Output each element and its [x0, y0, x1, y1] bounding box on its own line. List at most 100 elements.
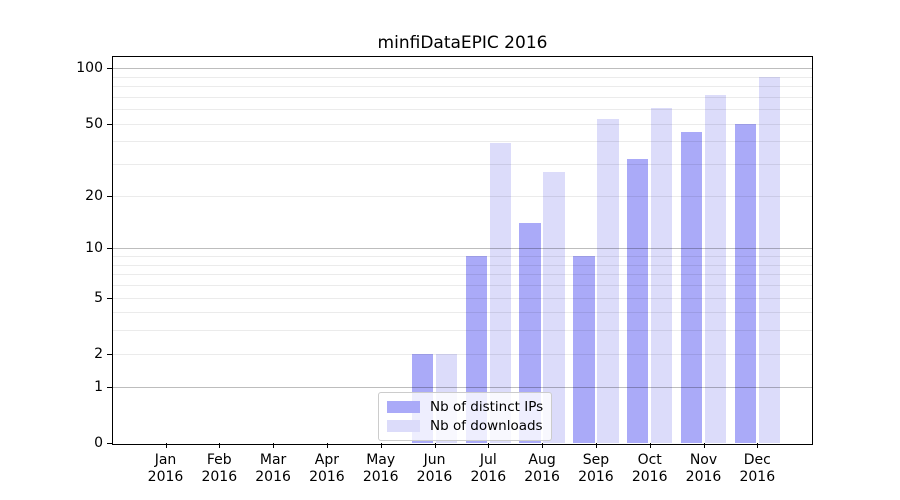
x-tick-year: 2016 [631, 469, 668, 485]
x-tick-label: Sep 2016 [564, 452, 628, 486]
x-tick-month: Nov [689, 452, 718, 468]
y-tick-mark [107, 248, 112, 250]
x-tick-label: May 2016 [349, 452, 413, 486]
y-tick-mark [107, 297, 112, 299]
x-tick-mark [488, 443, 490, 448]
x-tick-mark [703, 443, 705, 448]
y-tick-label: 50 [85, 115, 103, 132]
legend-item: Nb of downloads [387, 418, 543, 434]
bar-downloads [489, 143, 512, 443]
legend-item-label: Nb of distinct IPs [430, 399, 544, 415]
x-tick-mark [219, 443, 221, 448]
x-tick-mark [542, 443, 544, 448]
x-tick-month: Dec [743, 452, 771, 468]
x-tick-label: Jun 2016 [403, 452, 467, 486]
bar-downloads [597, 119, 619, 443]
x-tick-year: 2016 [524, 469, 560, 485]
bar-distinct-ips [680, 132, 703, 443]
minor-gridline [113, 297, 812, 299]
legend-swatch [387, 420, 420, 432]
y-tick-label: 100 [76, 60, 103, 77]
x-tick-month: Apr [314, 452, 339, 468]
minor-gridline [113, 96, 812, 98]
x-tick-year: 2016 [470, 469, 507, 485]
decade-gridline [113, 68, 812, 70]
x-tick-year: 2016 [309, 469, 345, 485]
x-tick-mark [595, 443, 597, 448]
chart-title: minfiDataEPIC 2016 [377, 33, 548, 53]
bar-distinct-ips [573, 256, 595, 443]
x-tick-year: 2016 [201, 469, 238, 485]
y-tick-label: 20 [85, 187, 103, 204]
plot-area [112, 56, 813, 445]
x-tick-month: Mar [259, 452, 287, 468]
x-tick-mark [649, 443, 651, 448]
legend-swatch [387, 401, 420, 413]
x-tick-label: Dec 2016 [725, 452, 789, 486]
bar-downloads [543, 172, 565, 443]
minor-gridline [113, 86, 812, 88]
decade-gridline [113, 386, 812, 388]
y-tick-mark [107, 195, 112, 197]
minor-gridline [113, 284, 812, 286]
minor-gridline [113, 256, 812, 258]
x-tick-label: Oct 2016 [618, 452, 682, 486]
minor-gridline [113, 164, 812, 166]
y-tick-mark [107, 353, 112, 355]
x-tick-mark [165, 443, 167, 448]
x-tick-label: Aug 2016 [510, 452, 574, 486]
bar-distinct-ips [734, 123, 757, 443]
x-tick-year: 2016 [685, 469, 722, 485]
bar-distinct-ips [626, 159, 649, 443]
x-tick-label: Nov 2016 [672, 452, 736, 486]
minor-gridline [113, 123, 812, 125]
bar-downloads [650, 107, 673, 443]
x-tick-year: 2016 [255, 469, 291, 485]
x-tick-label: Feb 2016 [187, 452, 251, 486]
x-tick-year: 2016 [416, 469, 453, 485]
y-tick-label: 0 [94, 435, 103, 451]
x-tick-mark [273, 443, 275, 448]
x-tick-label: Apr 2016 [295, 452, 359, 486]
x-tick-month: Jun [423, 452, 446, 468]
x-tick-label: Mar 2016 [241, 452, 305, 486]
decade-gridline [113, 248, 812, 250]
x-tick-month: Oct [637, 452, 662, 468]
minor-gridline [113, 353, 812, 355]
x-tick-label: Jan 2016 [134, 452, 198, 486]
minor-gridline [113, 274, 812, 276]
x-tick-year: 2016 [739, 469, 776, 485]
minor-gridline [113, 76, 812, 78]
y-tick-mark [107, 386, 112, 388]
y-tick-label: 10 [85, 240, 103, 257]
bar-downloads [704, 94, 727, 443]
x-tick-year: 2016 [578, 469, 614, 485]
y-tick-label: 5 [94, 289, 103, 306]
minor-gridline [113, 330, 812, 332]
x-tick-month: Aug [528, 452, 556, 468]
y-tick-mark [107, 68, 112, 70]
x-tick-mark [326, 443, 328, 448]
y-tick-mark [107, 443, 112, 444]
legend-item: Nb of distinct IPs [387, 399, 543, 415]
x-tick-label: Jul 2016 [456, 452, 520, 486]
minor-gridline [113, 141, 812, 143]
x-tick-month: Sep [582, 452, 610, 468]
bar-downloads [758, 76, 781, 443]
minor-gridline [113, 109, 812, 111]
x-tick-month: Jan [154, 452, 177, 468]
x-tick-mark [380, 443, 382, 448]
x-tick-month: Feb [206, 452, 232, 468]
y-tick-mark [107, 123, 112, 125]
x-tick-month: May [366, 452, 396, 468]
x-tick-mark [434, 443, 436, 448]
legend-item-label: Nb of downloads [430, 418, 543, 434]
x-tick-month: Jul [479, 452, 497, 468]
legend: Nb of distinct IPs Nb of downloads [378, 392, 553, 441]
bar-distinct-ips [519, 223, 541, 443]
x-tick-mark [757, 443, 759, 448]
x-tick-year: 2016 [147, 469, 184, 485]
x-tick-year: 2016 [362, 469, 399, 485]
minor-gridline [113, 264, 812, 266]
